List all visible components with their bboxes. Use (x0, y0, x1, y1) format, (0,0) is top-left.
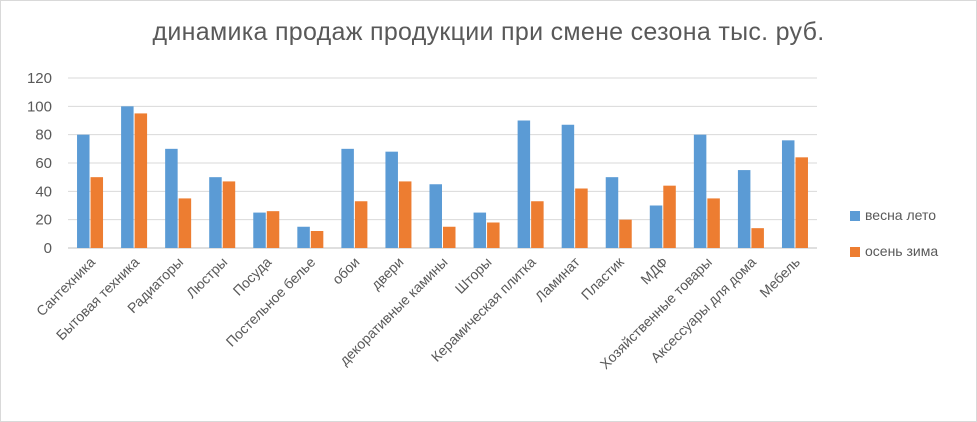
bar-autumn-winter (90, 177, 104, 248)
bar-spring-summer (561, 124, 575, 248)
x-category-label: МДФ (637, 254, 671, 288)
x-category-label: обои (329, 254, 363, 288)
y-tick-label: 0 (44, 240, 52, 257)
bar-autumn-winter (310, 231, 324, 248)
bar-spring-summer (605, 177, 619, 248)
bar-spring-summer (473, 212, 487, 248)
y-tick-label: 60 (35, 155, 52, 172)
x-category-label: Ламинат (532, 253, 583, 304)
bar-autumn-winter (487, 222, 500, 248)
x-category-label: Бытовая техника (53, 254, 142, 343)
y-axis-ticks: 0 20 40 60 80 100 120 (27, 70, 52, 257)
chart-title: динамика продаж продукции при смене сезо… (152, 18, 825, 46)
bar-spring-summer (517, 120, 531, 248)
bar-autumn-winter (398, 181, 412, 248)
x-category-label: Мебель (756, 254, 803, 301)
bar-autumn-winter (619, 219, 632, 248)
bar-autumn-winter (663, 185, 676, 248)
bar-spring-summer (385, 151, 398, 248)
bar-spring-summer (341, 148, 354, 248)
bar-autumn-winter (751, 228, 764, 248)
x-category-label: Шторы (452, 254, 495, 297)
bar-spring-summer (165, 148, 178, 248)
legend-swatch (850, 211, 860, 221)
bar-autumn-winter (266, 211, 280, 248)
y-tick-label: 40 (35, 183, 52, 200)
bar-autumn-winter (575, 188, 588, 248)
bar-spring-summer (693, 134, 707, 248)
bar-autumn-winter (222, 181, 236, 248)
x-category-label: двери (368, 254, 407, 293)
bar-autumn-winter (795, 157, 808, 248)
x-category-label: Люстры (183, 254, 230, 301)
legend-label: весна лето (865, 207, 936, 223)
bar-spring-summer (209, 177, 222, 248)
y-tick-label: 20 (35, 212, 52, 229)
bar-autumn-winter (531, 201, 544, 248)
bar-spring-summer (649, 205, 663, 248)
bar-spring-summer (121, 106, 134, 248)
bar-autumn-winter (443, 226, 456, 248)
bar-spring-summer (781, 140, 795, 248)
bar-spring-summer (429, 184, 442, 248)
bar-autumn-winter (707, 198, 720, 248)
bars (77, 106, 808, 249)
bar-autumn-winter (178, 198, 192, 248)
bar-autumn-winter (134, 113, 148, 249)
bar-autumn-winter (354, 201, 368, 248)
bar-spring-summer (297, 226, 310, 248)
bar-spring-summer (737, 170, 751, 248)
y-tick-label: 120 (27, 70, 52, 87)
bar-spring-summer (77, 134, 90, 248)
y-tick-label: 80 (35, 127, 52, 144)
legend: весна лето осень зима (850, 207, 938, 259)
bar-spring-summer (253, 212, 266, 248)
legend-swatch (850, 247, 860, 257)
gridlines (68, 77, 817, 249)
legend-label: осень зима (865, 243, 938, 259)
y-tick-label: 100 (27, 98, 52, 115)
x-category-label: Пластик (578, 253, 628, 303)
